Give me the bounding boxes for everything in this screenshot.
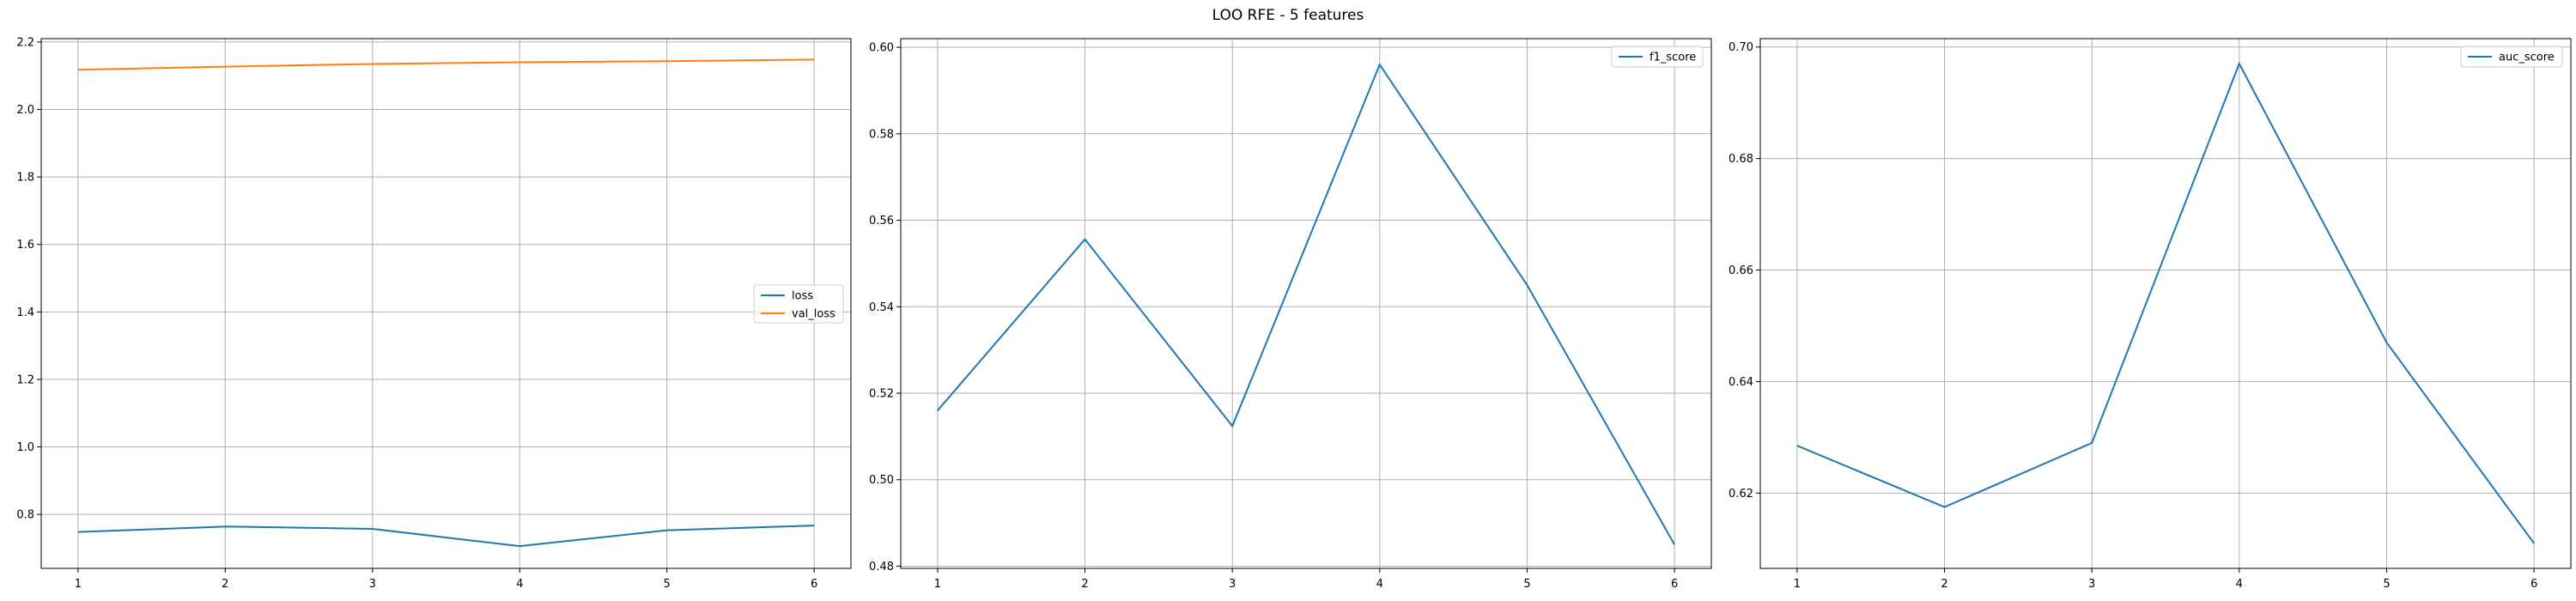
y-tick-label: 1.8	[16, 172, 34, 185]
legend-label-val-loss: val_loss	[792, 308, 835, 321]
y-tick-label: 0.70	[1728, 41, 1753, 54]
x-tick-label: 1	[75, 578, 82, 591]
y-tick-label: 1.2	[16, 373, 34, 386]
y-tick-label: 0.52	[869, 388, 894, 401]
series-line-f1-score	[937, 63, 1675, 545]
series-line-auc-score	[1796, 61, 2535, 544]
y-tick-label: 1.4	[16, 307, 34, 319]
x-tick-label: 2	[1081, 578, 1088, 591]
y-tick-label: 1.0	[16, 441, 34, 454]
y-tick-label: 2.0	[16, 104, 34, 117]
legend-label-auc-score: auc_score	[2499, 52, 2555, 64]
figure-title: LOO RFE - 5 features	[1212, 7, 1364, 24]
x-tick-label: 6	[811, 578, 817, 591]
x-tick-label: 3	[2088, 578, 2095, 591]
x-tick-label: 6	[2530, 578, 2537, 591]
y-tick-label: 0.50	[869, 474, 894, 487]
y-tick-label: 0.64	[1728, 376, 1753, 389]
legend-box	[2460, 46, 2563, 68]
x-tick-label: 6	[1671, 578, 1678, 591]
legend-box	[1611, 46, 1704, 68]
y-tick-label: 1.6	[16, 239, 34, 252]
x-tick-label: 2	[222, 578, 228, 591]
y-tick-label: 0.54	[869, 301, 894, 314]
y-tick-label: 0.68	[1728, 153, 1753, 166]
x-tick-label: 3	[1229, 578, 1236, 591]
legend-label-f1-score: f1_score	[1649, 52, 1696, 64]
x-tick-label: 4	[1376, 578, 1383, 591]
series-line-loss	[77, 525, 815, 548]
y-tick-label: 2.2	[16, 36, 34, 49]
legend-label-loss: loss	[792, 290, 813, 303]
axes-frame	[900, 38, 1712, 569]
x-tick-label: 1	[1794, 578, 1801, 591]
y-tick-label: 0.62	[1728, 488, 1753, 501]
y-tick-label: 0.66	[1728, 264, 1753, 277]
y-tick-label: 0.48	[869, 561, 894, 574]
x-tick-label: 1	[934, 578, 941, 591]
y-tick-label: 0.60	[869, 42, 894, 55]
x-tick-label: 5	[2383, 578, 2390, 591]
x-tick-label: 3	[369, 578, 376, 591]
y-tick-label: 0.56	[869, 215, 894, 228]
x-tick-label: 4	[2236, 578, 2243, 591]
x-tick-label: 4	[516, 578, 523, 591]
axes-frame	[40, 38, 852, 569]
series-line-val-loss	[77, 58, 815, 71]
x-tick-label: 5	[1523, 578, 1530, 591]
axes-frame	[1759, 38, 2572, 569]
x-tick-label: 5	[664, 578, 671, 591]
y-tick-label: 0.58	[869, 128, 894, 141]
y-tick-label: 0.8	[16, 509, 34, 522]
x-tick-label: 2	[1941, 578, 1947, 591]
